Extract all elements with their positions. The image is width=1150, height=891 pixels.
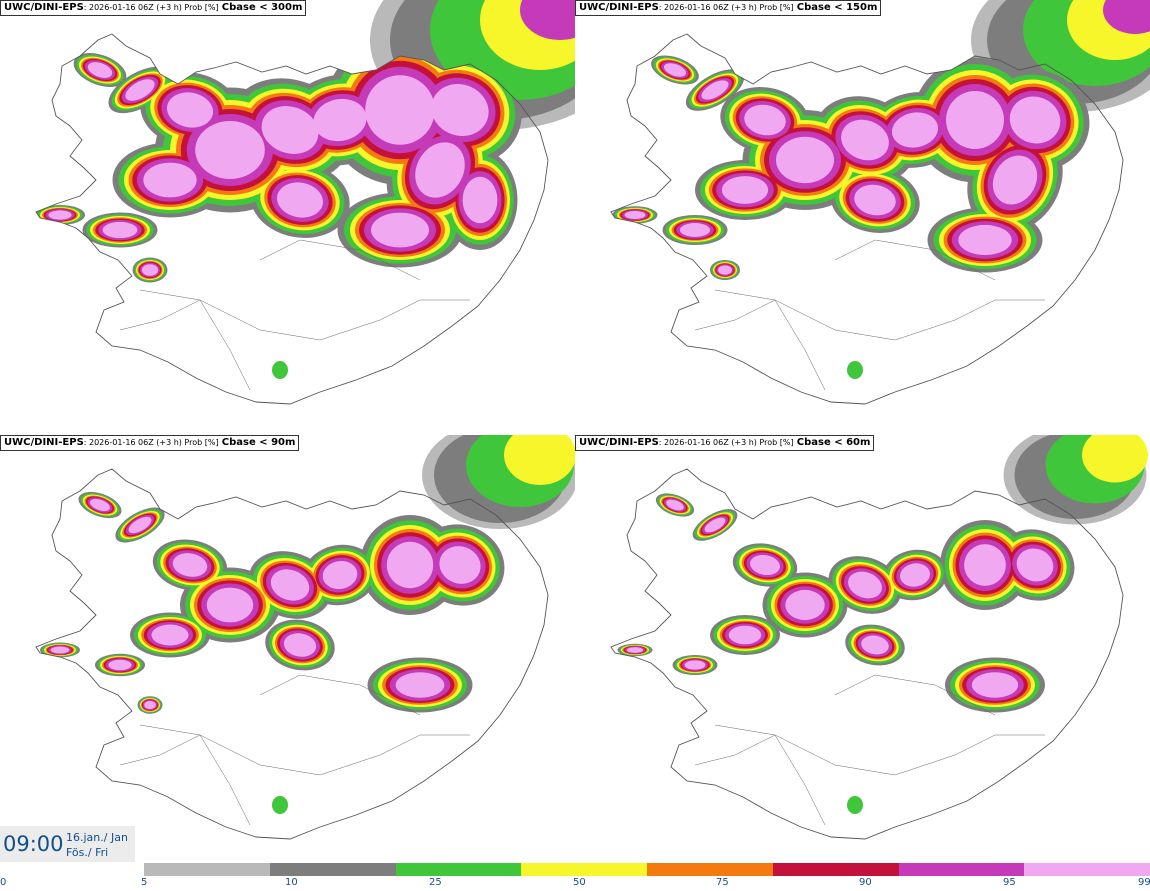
region-borders: [119, 674, 470, 826]
probability-map: [35, 0, 575, 405]
field-name: Cbase < 60m: [796, 437, 871, 448]
probability-map: [610, 435, 1148, 840]
day-label: Fös./ Fri: [66, 846, 109, 859]
coastline: [610, 468, 1124, 840]
colorbar-tick-label: 5: [141, 877, 148, 888]
land-field: [617, 493, 1075, 713]
island-spot: [272, 361, 288, 379]
island-spot: [847, 361, 863, 379]
colorbar-tick-label: 50: [573, 877, 586, 888]
model-name: UWC/DINI-EPS: [579, 437, 659, 448]
run-info: : 2026-01-16 06Z (+3 h) Prob [%]: [658, 3, 794, 12]
colorbar-segment: [395, 863, 522, 876]
colorbar-tick-label: 10: [285, 877, 298, 888]
map-panel-150m: UWC/DINI-EPS: 2026-01-16 06Z (+3 h) Prob…: [575, 0, 1150, 435]
offshore-field: [1003, 435, 1148, 525]
colorbar-tick-label: 95: [1003, 877, 1016, 888]
colorbar-tick-label: 90: [859, 877, 872, 888]
field-name: Cbase < 150m: [796, 2, 878, 13]
colorbar-tick-label: 0: [0, 877, 7, 888]
colorbar-segment: [1024, 863, 1150, 876]
panel-title: UWC/DINI-EPS: 2026-01-16 06Z (+3 h) Prob…: [0, 435, 300, 451]
colorbar: [144, 863, 1150, 876]
island-spot: [272, 796, 288, 814]
island-spot: [847, 796, 863, 814]
field-name: Cbase < 90m: [221, 437, 296, 448]
colorbar-tick-label: 75: [716, 877, 729, 888]
probability-map: [610, 0, 1150, 405]
run-info: : 2026-01-16 06Z (+3 h) Prob [%]: [658, 438, 794, 447]
map-panel-60m: UWC/DINI-EPS: 2026-01-16 06Z (+3 h) Prob…: [575, 435, 1150, 870]
map-panel-300m: UWC/DINI-EPS: 2026-01-16 06Z (+3 h) Prob…: [0, 0, 575, 435]
coastline: [35, 468, 549, 840]
probability-map: [35, 435, 575, 840]
colorbar-tick-label: 25: [429, 877, 442, 888]
region-borders: [694, 674, 1045, 826]
colorbar-segment: [898, 863, 1025, 876]
run-info: : 2026-01-16 06Z (+3 h) Prob [%]: [83, 438, 219, 447]
colorbar-segment: [521, 863, 647, 876]
land-field: [612, 55, 1090, 280]
offshore-field: [422, 435, 575, 529]
date-label: 16.jan./ Jan: [66, 831, 128, 844]
panel-title: UWC/DINI-EPS: 2026-01-16 06Z (+3 h) Prob…: [575, 0, 882, 16]
valid-time: 09:00: [3, 832, 64, 856]
colorbar-segment: [144, 863, 270, 876]
map-panel-90m: UWC/DINI-EPS: 2026-01-16 06Z (+3 h) Prob…: [0, 435, 575, 870]
field-name: Cbase < 300m: [221, 2, 303, 13]
model-name: UWC/DINI-EPS: [4, 437, 84, 448]
valid-date: 16.jan./ Jan Fös./ Fri: [66, 830, 128, 860]
colorbar-segment: [772, 863, 899, 876]
run-info: : 2026-01-16 06Z (+3 h) Prob [%]: [83, 3, 219, 12]
coastline: [610, 33, 1124, 405]
model-name: UWC/DINI-EPS: [4, 2, 84, 13]
colorbar-segment: [269, 863, 396, 876]
colorbar-tick-label: 99: [1138, 877, 1150, 888]
model-name: UWC/DINI-EPS: [579, 2, 659, 13]
colorbar-segment: [647, 863, 773, 876]
panel-title: UWC/DINI-EPS: 2026-01-16 06Z (+3 h) Prob…: [575, 435, 875, 451]
region-borders: [119, 239, 470, 391]
region-borders: [694, 239, 1045, 391]
land-field: [40, 491, 505, 714]
coastline: [35, 33, 549, 405]
panel-title: UWC/DINI-EPS: 2026-01-16 06Z (+3 h) Prob…: [0, 0, 307, 16]
land-field: [36, 35, 522, 283]
valid-time-box: 09:00 16.jan./ Jan Fös./ Fri: [0, 826, 135, 862]
